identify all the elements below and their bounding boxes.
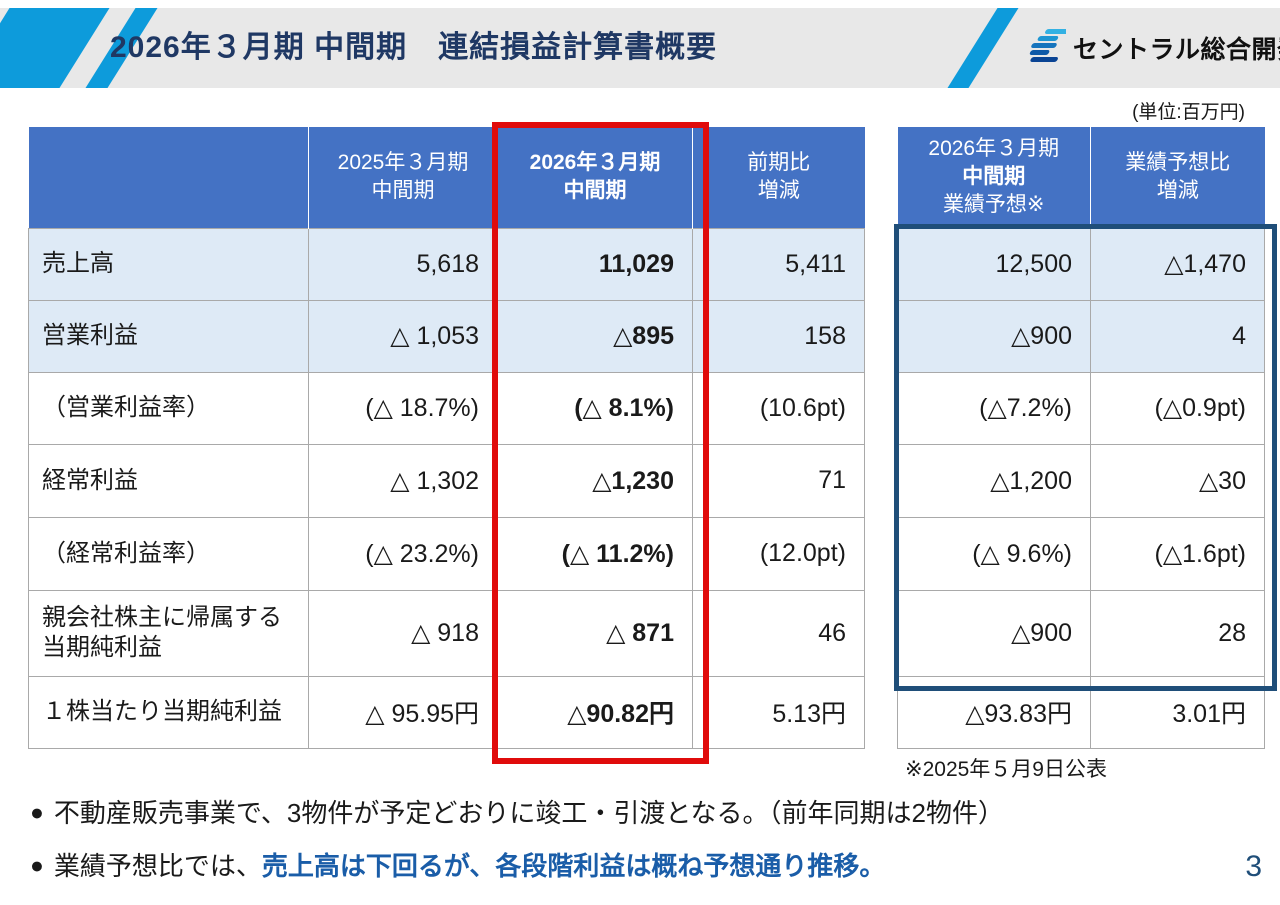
cell-yoy: 5.13円 — [692, 675, 865, 749]
header-fy2026-interim: 2026年３月期 中間期 — [497, 127, 693, 228]
bullet-icon: ● — [30, 799, 44, 825]
header-fy2025-interim: 2025年３月期 中間期 — [308, 127, 498, 228]
table-header-row: 2026年３月期 中間期 業績予想※ 業績予想比 増減 — [897, 127, 1265, 228]
cell-vs-forecast: 28 — [1090, 589, 1265, 677]
bullet-highlight: 売上高は下回るが、各段階利益は概ね予想通り推移。 — [261, 851, 886, 881]
table-row-eps-forecast: △93.83円 3.01円 — [897, 675, 1265, 749]
table-row-net-income-parent: 親会社株主に帰属する 当期純利益 △ 918 △ 871 46 — [28, 589, 865, 677]
bullet-icon: ● — [30, 852, 44, 878]
table-row-ordinary-margin: （経常利益率） (△ 23.2%) (△ 11.2%) (12.0pt) — [28, 516, 865, 591]
table-row-operating-margin-forecast: (△7.2%) (△0.9pt) — [897, 371, 1265, 445]
cell-fy2026: △90.82円 — [497, 675, 693, 749]
cell-yoy: (10.6pt) — [692, 371, 865, 445]
cell-fy2025: △ 95.95円 — [308, 675, 498, 749]
row-label: 営業利益 — [28, 299, 309, 373]
bullet-point-2: ● 業績予想比では、売上高は下回るが、各段階利益は概ね予想通り推移。 — [30, 846, 885, 883]
cell-fy2026: △ 871 — [497, 589, 693, 677]
cell-vs-forecast: 4 — [1090, 299, 1265, 373]
cell-yoy: 158 — [692, 299, 865, 373]
company-logo: セントラル総合開発 — [1022, 8, 1280, 88]
row-label: 親会社株主に帰属する 当期純利益 — [28, 589, 309, 677]
header-fy2026-forecast: 2026年３月期 中間期 業績予想※ — [897, 127, 1091, 228]
row-label: （経常利益率） — [28, 516, 309, 591]
unit-note: (単位:百万円) — [1132, 102, 1245, 123]
row-label: 経常利益 — [28, 443, 309, 518]
table-row-operating-income-forecast: △900 4 — [897, 299, 1265, 373]
table-header-row: 2025年３月期 中間期 2026年３月期 中間期 前期比 増減 — [28, 127, 865, 228]
cell-yoy: 5,411 — [692, 227, 865, 301]
cell-fy2026: (△ 8.1%) — [497, 371, 693, 445]
cell-yoy: (12.0pt) — [692, 516, 865, 591]
pl-summary-table: 2025年３月期 中間期 2026年３月期 中間期 前期比 増減 売上高 5,6… — [28, 127, 865, 749]
table-row-net-sales-forecast: 12,500 △1,470 — [897, 227, 1265, 301]
table-row-operating-income: 営業利益 △ 1,053 △895 158 — [28, 299, 865, 373]
row-label: （営業利益率） — [28, 371, 309, 445]
cell-vs-forecast: (△0.9pt) — [1090, 371, 1265, 445]
row-label: １株当たり当期純利益 — [28, 675, 309, 749]
table-row-net-income-parent-forecast: △900 28 — [897, 589, 1265, 677]
table-row-ordinary-income: 経常利益 △ 1,302 △1,230 71 — [28, 443, 865, 518]
cell-forecast: (△ 9.6%) — [897, 516, 1091, 591]
bullet-text: 業績予想比では、 — [53, 851, 262, 881]
table-row-net-sales: 売上高 5,618 11,029 5,411 — [28, 227, 865, 301]
header-vs-forecast-change: 業績予想比 増減 — [1090, 127, 1265, 228]
table-row-operating-margin: （営業利益率） (△ 18.7%) (△ 8.1%) (10.6pt) — [28, 371, 865, 445]
cell-fy2025: 5,618 — [308, 227, 498, 301]
cell-forecast: △900 — [897, 299, 1091, 373]
cell-fy2026: △895 — [497, 299, 693, 373]
table-row-ordinary-margin-forecast: (△ 9.6%) (△1.6pt) — [897, 516, 1265, 591]
cell-yoy: 46 — [692, 589, 865, 677]
cell-yoy: 71 — [692, 443, 865, 518]
cell-forecast: △93.83円 — [897, 675, 1091, 749]
cell-fy2026: 11,029 — [497, 227, 693, 301]
forecast-footnote: ※2025年５月9日公表 — [905, 758, 1107, 781]
cell-fy2026: (△ 11.2%) — [497, 516, 693, 591]
diagonal-stripe-logo — [942, 8, 1021, 88]
cell-forecast: 12,500 — [897, 227, 1091, 301]
cell-fy2026: △1,230 — [497, 443, 693, 518]
page-number: 3 — [1245, 850, 1262, 883]
cell-fy2025: (△ 18.7%) — [308, 371, 498, 445]
bullet-text: 不動産販売事業で、3物件が予定どおりに竣工・引渡となる。（前年同期は2物件） — [53, 798, 1005, 828]
cell-fy2025: (△ 23.2%) — [308, 516, 498, 591]
header-blank — [28, 127, 309, 228]
cell-forecast: (△7.2%) — [897, 371, 1091, 445]
table-row-ordinary-income-forecast: △1,200 △30 — [897, 443, 1265, 518]
company-logo-text: セントラル総合開発 — [1073, 36, 1280, 64]
page-title: 2026年３月期 中間期 連結損益計算書概要 — [110, 31, 718, 64]
cell-fy2025: △ 1,053 — [308, 299, 498, 373]
header-band: 2026年３月期 中間期 連結損益計算書概要 セントラル総合開発 — [0, 8, 1280, 88]
table-row-eps: １株当たり当期純利益 △ 95.95円 △90.82円 5.13円 — [28, 675, 865, 749]
cell-forecast: △900 — [897, 589, 1091, 677]
row-label: 売上高 — [28, 227, 309, 301]
header-yoy-change: 前期比 増減 — [692, 127, 865, 228]
cell-forecast: △1,200 — [897, 443, 1091, 518]
cell-fy2025: △ 1,302 — [308, 443, 498, 518]
cell-vs-forecast: 3.01円 — [1090, 675, 1265, 749]
company-logo-icon — [1022, 26, 1074, 71]
cell-vs-forecast: △1,470 — [1090, 227, 1265, 301]
cell-fy2025: △ 918 — [308, 589, 498, 677]
cell-vs-forecast: (△1.6pt) — [1090, 516, 1265, 591]
bullet-point-1: ● 不動産販売事業で、3物件が予定どおりに竣工・引渡となる。（前年同期は2物件） — [30, 793, 1004, 830]
cell-vs-forecast: △30 — [1090, 443, 1265, 518]
forecast-comparison-table: 2026年３月期 中間期 業績予想※ 業績予想比 増減 12,500 △1,47… — [897, 127, 1265, 749]
